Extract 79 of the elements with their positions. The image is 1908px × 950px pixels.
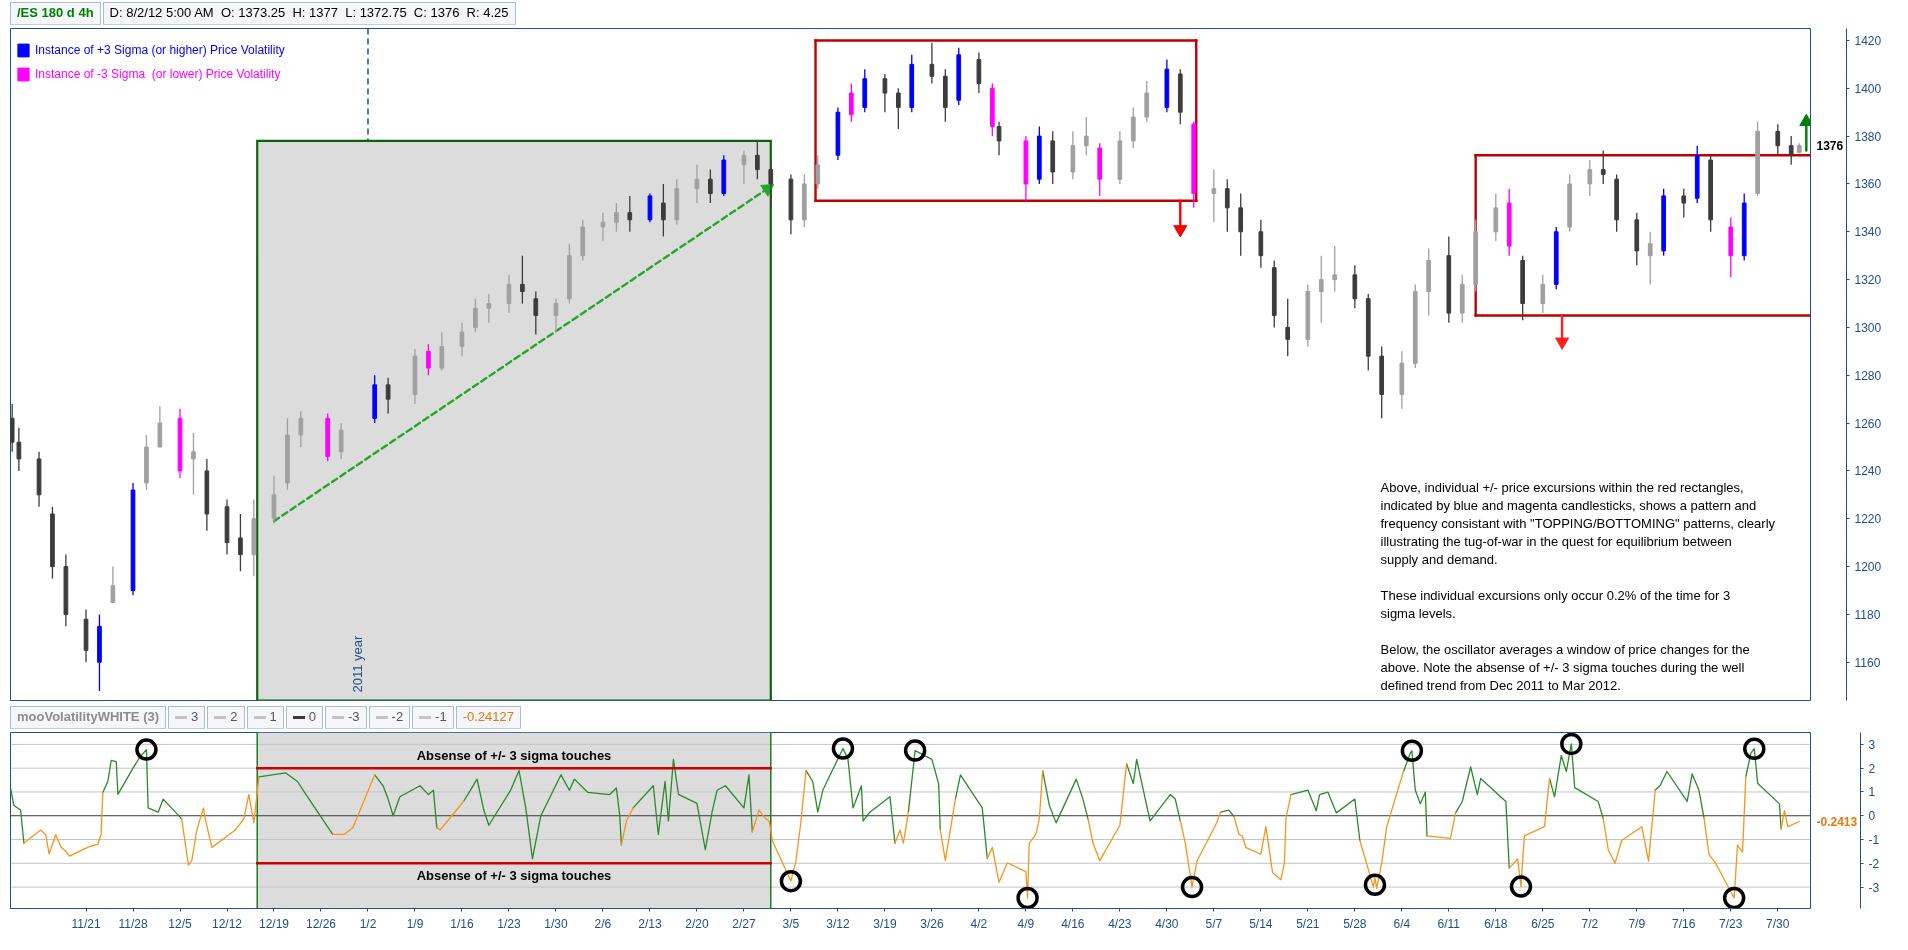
x-tick-label: 5/28 [1343, 916, 1367, 931]
x-tick-label: 2/13 [638, 916, 662, 931]
x-tick-label: 5/21 [1296, 916, 1320, 931]
y-tick-label: 1340 [1854, 225, 1882, 240]
annotation: These individual excursions only occur 0.2% of the time for 3 sigma levels. [1380, 587, 1731, 621]
y-tick-label: 1420 [1854, 33, 1882, 48]
legend-label: 1 [246, 706, 284, 729]
legend-label: 3 [168, 706, 206, 729]
x-tick-label: 6/11 [1437, 916, 1461, 931]
x-tick-label: 3/26 [920, 916, 944, 931]
x-tick-label: 4/2 [970, 916, 988, 931]
x-tick-label: 1/2 [359, 916, 377, 931]
x-tick-label: 5/14 [1249, 916, 1273, 931]
x-tick-label: 6/18 [1484, 916, 1508, 931]
y-tick-label: 1220 [1854, 512, 1882, 527]
y-tick-label: 1260 [1854, 416, 1882, 431]
x-tick-label: 7/16 [1672, 916, 1696, 931]
legend-label: Instance of -3 Sigma (or lower) Price Volatility [35, 67, 281, 81]
x-tick-label: 5/7 [1205, 916, 1223, 931]
x-tick-label: 11/28 [118, 916, 148, 931]
chart-title: /ES 180 d 4h [10, 2, 101, 25]
x-tick-label: 6/25 [1531, 916, 1555, 931]
y-tick-label: 1400 [1854, 81, 1882, 96]
x-tick-label: 7/30 [1766, 916, 1790, 931]
x-tick-label: 1/30 [544, 916, 568, 931]
x-tick-label: 12/5 [168, 916, 193, 931]
x-tick-label: 4/23 [1108, 916, 1132, 931]
x-tick-label: 12/12 [211, 916, 243, 931]
y-tick-label: 1160 [1854, 655, 1881, 670]
x-tick-label: 7/2 [1581, 916, 1599, 931]
y-tick-label: -3 [1868, 880, 1880, 895]
x-tick-label: 2/20 [685, 916, 709, 931]
x-tick-label: 1/16 [450, 916, 474, 931]
y-tick-label: 1380 [1854, 129, 1882, 144]
x-tick-label: 3/5 [782, 916, 800, 931]
annotation: Above, individual +/- price excursions within the red rectangles, indicated by blue and magenta candlesticks, shows a pattern and frequency consistant with "TOPPING/BOTTOMING" patterns, clearly illustrating the tug-of-war in the quest for equilibrium between supply and demand. [1380, 479, 1776, 567]
legend-label: -3 [324, 706, 367, 729]
y-tick-label: 1300 [1854, 320, 1882, 335]
y-tick-label: -1 [1868, 833, 1880, 848]
legend-label: 2 [207, 706, 245, 729]
x-tick-label: 4/9 [1017, 916, 1035, 931]
y-tick-label: 1360 [1854, 177, 1882, 192]
x-tick-label: 3/12 [826, 916, 850, 931]
y-tick-label: 1 [1868, 785, 1876, 800]
legend-label: -1 [412, 706, 454, 729]
x-tick-label: 7/23 [1719, 916, 1743, 931]
legend-label: Instance of +3 Sigma (or higher) Price Volatility [35, 43, 285, 57]
legend-label: -2 [368, 706, 411, 729]
series-label: Absense of +/- 3 sigma touches [416, 868, 612, 884]
x-tick-label: 1/9 [406, 916, 424, 931]
y-tick-label: 3 [1868, 737, 1876, 752]
x-tick-label: 6/4 [1393, 916, 1411, 931]
y-tick-label: 1240 [1854, 464, 1882, 479]
ref-line-label: 2011 year [349, 634, 365, 693]
x-tick-label: 11/21 [71, 916, 101, 931]
x-tick-label: 4/30 [1155, 916, 1179, 931]
y-tick-label: 1320 [1854, 273, 1882, 288]
x-tick-label: 12/26 [305, 916, 337, 931]
x-tick-label: 1/23 [497, 916, 521, 931]
x-tick-label: 3/19 [873, 916, 897, 931]
data-label: -0.2413 [1816, 814, 1858, 829]
y-tick-label: 0 [1868, 809, 1876, 824]
x-tick-label: 2/6 [594, 916, 612, 931]
y-tick-label: 2 [1868, 761, 1876, 776]
series-label: Absense of +/- 3 sigma touches [416, 748, 612, 764]
chart-title: mooVolatilityWHITE (3) [10, 706, 167, 729]
text: 1376 [1816, 139, 1844, 154]
annotation: Below, the oscillator averages a window of price changes for the above. Note the absense of +/- 3 sigma touches during the well defined trend from Dec 2011 to Mar 2012. [1380, 641, 1750, 693]
chart-subtitle: D: 8/2/12 5:00 AM O: 1373.25 H: 1377 L: 1372.75 C: 1376 R: 4.25 [102, 2, 516, 25]
x-tick-label: 4/16 [1061, 916, 1085, 931]
chart-subtitle: -0.24127 [455, 706, 521, 729]
y-tick-label: 1180 [1854, 607, 1881, 622]
legend-label: 0 [285, 706, 323, 729]
x-tick-label: 2/27 [732, 916, 756, 931]
y-tick-label: 1280 [1854, 368, 1882, 383]
y-tick-label: -2 [1868, 856, 1880, 871]
y-tick-label: 1200 [1854, 560, 1882, 575]
x-tick-label: 7/9 [1628, 916, 1646, 931]
x-tick-label: 12/19 [258, 916, 290, 931]
